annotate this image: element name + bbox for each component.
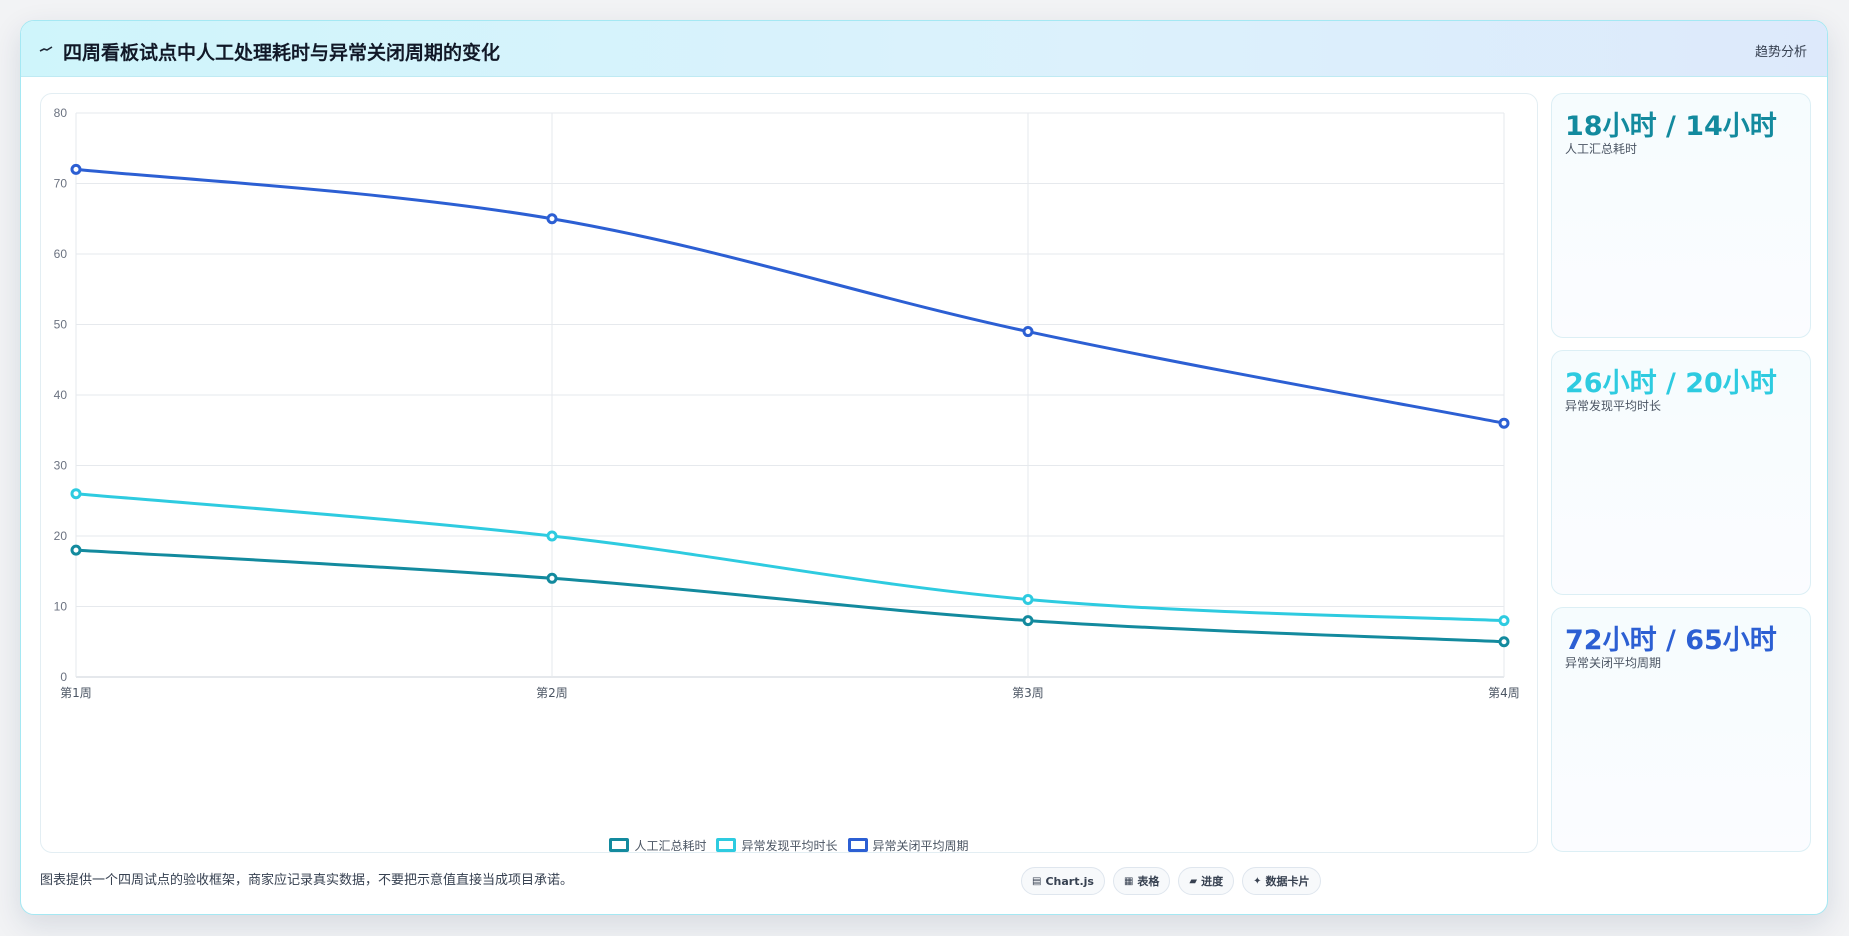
data-point-manual	[1022, 615, 1034, 627]
chip-table[interactable]: ▦ 表格	[1112, 867, 1171, 895]
legend-swatch-close	[847, 838, 868, 852]
trend-analysis-link[interactable]: 趋势分析	[1754, 45, 1807, 60]
x-tick-label: 第4周	[1488, 686, 1520, 700]
stat-label-manual: 人工汇总耗时	[1565, 142, 1638, 156]
x-tick-label: 第3周	[1012, 686, 1044, 700]
series-line-close	[74, 167, 1506, 425]
y-tick-label: 70	[54, 177, 68, 191]
line-chart: 0 10 20 30 40 50 60 70 80 第1周 第2周 第3周 第4周	[54, 106, 1520, 700]
y-tick-label: 20	[54, 529, 68, 543]
y-tick-label: 60	[54, 247, 68, 261]
data-point-manual	[70, 544, 82, 556]
legend-item-manual[interactable]: 人工汇总耗时	[609, 835, 706, 855]
stat-card-discover: 26小时 / 20小时 异常发现平均时长	[1551, 350, 1811, 595]
legend-label-close: 异常关闭平均周期	[872, 838, 969, 853]
chart-panel: 0 10 20 30 40 50 60 70 80 第1周 第2周 第3周 第4周 人工汇总耗时 异常发…	[40, 93, 1538, 853]
data-point-close	[1498, 417, 1510, 429]
x-tick-label: 第1周	[60, 686, 92, 700]
stat-card-close: 72小时 / 65小时 异常关闭平均周期	[1551, 607, 1811, 852]
legend-swatch-manual	[609, 838, 630, 852]
card-header: 四周看板试点中人工处理耗时与异常关闭周期的变化 趋势分析	[21, 21, 1827, 77]
chart-icon: ▤	[1032, 875, 1042, 887]
y-tick-label: 30	[54, 459, 68, 473]
chip-chartjs[interactable]: ▤ Chart.js	[1021, 867, 1105, 895]
series-line-discover	[74, 492, 1506, 623]
data-point-discover	[1022, 593, 1034, 605]
page-title: 四周看板试点中人工处理耗时与异常关闭周期的变化	[63, 42, 501, 64]
legend-label-discover: 异常发现平均时长	[741, 838, 838, 853]
y-tick-label: 0	[60, 670, 67, 684]
chip-label-chartjs: Chart.js	[1045, 874, 1094, 888]
chip-label-progress: 进度	[1201, 875, 1224, 888]
legend-item-discover[interactable]: 异常发现平均时长	[716, 835, 838, 855]
data-point-manual	[546, 572, 558, 584]
y-tick-label: 80	[54, 106, 68, 120]
stat-value-discover: 26小时 / 20小时	[1565, 368, 1777, 399]
chart-footnote: 图表提供一个四周试点的验收框架，商家应记录真实数据，不要把示意值直接当成项目承诺…	[40, 873, 574, 888]
data-point-discover	[1498, 615, 1510, 627]
data-point-manual	[1498, 636, 1510, 648]
tool-chips: ▤ Chart.js ▦ 表格 ▰ 进度 ✦ 数据卡片	[1021, 867, 1321, 895]
data-point-discover	[546, 530, 558, 542]
stat-value-close: 72小时 / 65小时	[1565, 625, 1777, 656]
progress-icon: ▰	[1189, 875, 1198, 887]
table-icon: ▦	[1123, 875, 1134, 887]
chip-label-table: 表格	[1137, 875, 1160, 888]
legend-swatch-discover	[716, 838, 737, 852]
y-tick-label: 50	[54, 318, 68, 332]
legend-label-manual: 人工汇总耗时	[634, 838, 707, 853]
chip-label-data-card: 数据卡片	[1265, 875, 1310, 888]
x-tick-label: 第2周	[536, 686, 568, 700]
chip-progress[interactable]: ▰ 进度	[1178, 867, 1235, 895]
trend-icon	[39, 46, 53, 52]
series-line-manual	[74, 548, 1506, 644]
data-point-close	[546, 213, 558, 225]
sparkle-icon: ✦	[1253, 875, 1262, 887]
data-point-close	[1022, 326, 1034, 338]
data-point-close	[70, 163, 82, 175]
y-tick-label: 10	[54, 600, 68, 614]
main-card: 四周看板试点中人工处理耗时与异常关闭周期的变化 趋势分析 0 10 20 30 40 50…	[20, 20, 1828, 915]
y-tick-label: 40	[54, 388, 68, 402]
stat-value-manual: 18小时 / 14小时	[1565, 111, 1777, 142]
data-point-discover	[70, 488, 82, 500]
chart-legend: 人工汇总耗时 异常发现平均时长 异常关闭平均周期	[41, 835, 1537, 855]
legend-item-close[interactable]: 异常关闭平均周期	[847, 835, 969, 855]
chip-data-card[interactable]: ✦ 数据卡片	[1242, 867, 1321, 895]
stat-label-close: 异常关闭平均周期	[1565, 656, 1662, 670]
stat-label-discover: 异常发现平均时长	[1565, 399, 1662, 413]
stat-card-manual: 18小时 / 14小时 人工汇总耗时	[1551, 93, 1811, 338]
